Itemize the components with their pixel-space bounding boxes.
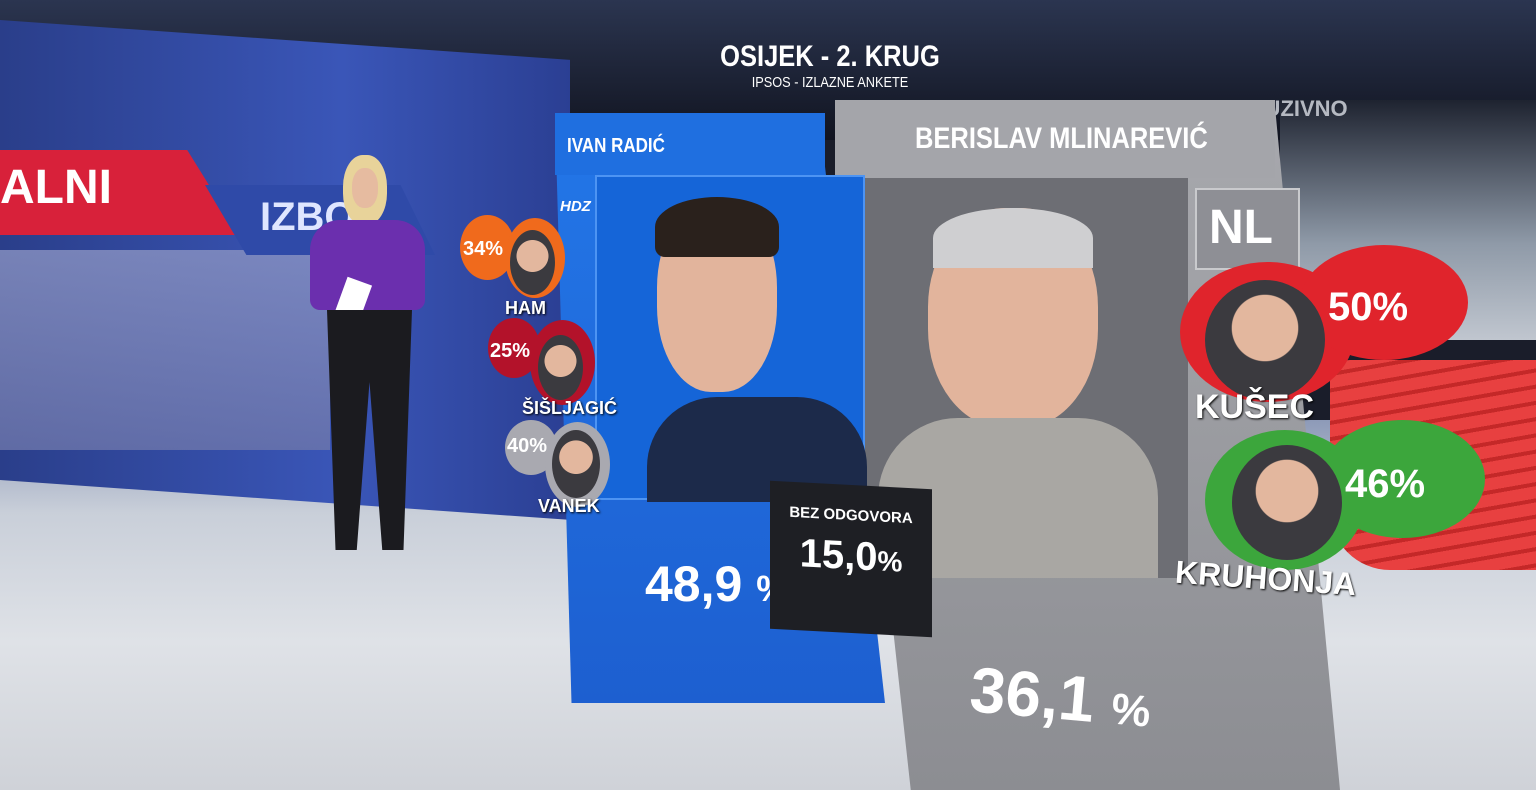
party-label: NL	[1209, 201, 1273, 254]
percent-unit: %	[877, 545, 903, 578]
candidate-name: BERISLAV MLINAREVIĆ	[915, 122, 1208, 155]
candidate-percent-mlinarevic: 36,1 %	[967, 652, 1154, 742]
bubble-name: ŠIŠLJAGIĆ	[522, 398, 618, 418]
candidate-name: IVAN RADIĆ	[567, 135, 665, 157]
percent-unit: %	[1109, 684, 1153, 737]
bubble-name: VANEK	[538, 496, 600, 516]
candidate-photo-mlinarevic	[838, 178, 1188, 578]
candidate-photo-radic	[595, 175, 867, 502]
candidate-header-radic: IVAN RADIĆ	[555, 113, 825, 175]
party-logo-hdz: HDZ	[560, 198, 591, 215]
banner-red-text: ALNI	[0, 161, 112, 214]
bubble-name: HAM	[505, 298, 546, 318]
bubble-percent: 46%	[1345, 462, 1426, 506]
title: OSIJEK - 2. KRUG	[720, 40, 940, 73]
subtitle: IPSOS - IZLAZNE ANKETE	[751, 74, 909, 91]
percent-value: 15,0	[799, 531, 878, 580]
bubble-percent: 34%	[463, 238, 504, 260]
no-answer-label: BEZ ODGOVORA	[789, 503, 913, 528]
no-answer-box: BEZ ODGOVORA 15,0%	[770, 480, 932, 638]
bubble-name: KUŠEC	[1195, 388, 1315, 426]
no-answer-percent: 15,0%	[770, 530, 932, 583]
candidate-header-mlinarevic: BERISLAV MLINAREVIĆ	[835, 100, 1275, 178]
presenter	[305, 150, 430, 570]
bubble-percent: 40%	[507, 435, 548, 457]
candidate-percent-radic: 48,9 %	[645, 555, 788, 613]
bubble-percent: 25%	[490, 340, 531, 362]
bubble-percent: 50%	[1328, 285, 1409, 329]
video-wall-cityscape	[0, 250, 330, 450]
party-logo-nl: NL	[1195, 188, 1300, 270]
percent-value: 48,9	[645, 556, 743, 612]
graphic-title: OSIJEK - 2. KRUG IPSOS - IZLAZNE ANKETE	[690, 40, 970, 91]
percent-value: 36,1	[967, 653, 1098, 736]
